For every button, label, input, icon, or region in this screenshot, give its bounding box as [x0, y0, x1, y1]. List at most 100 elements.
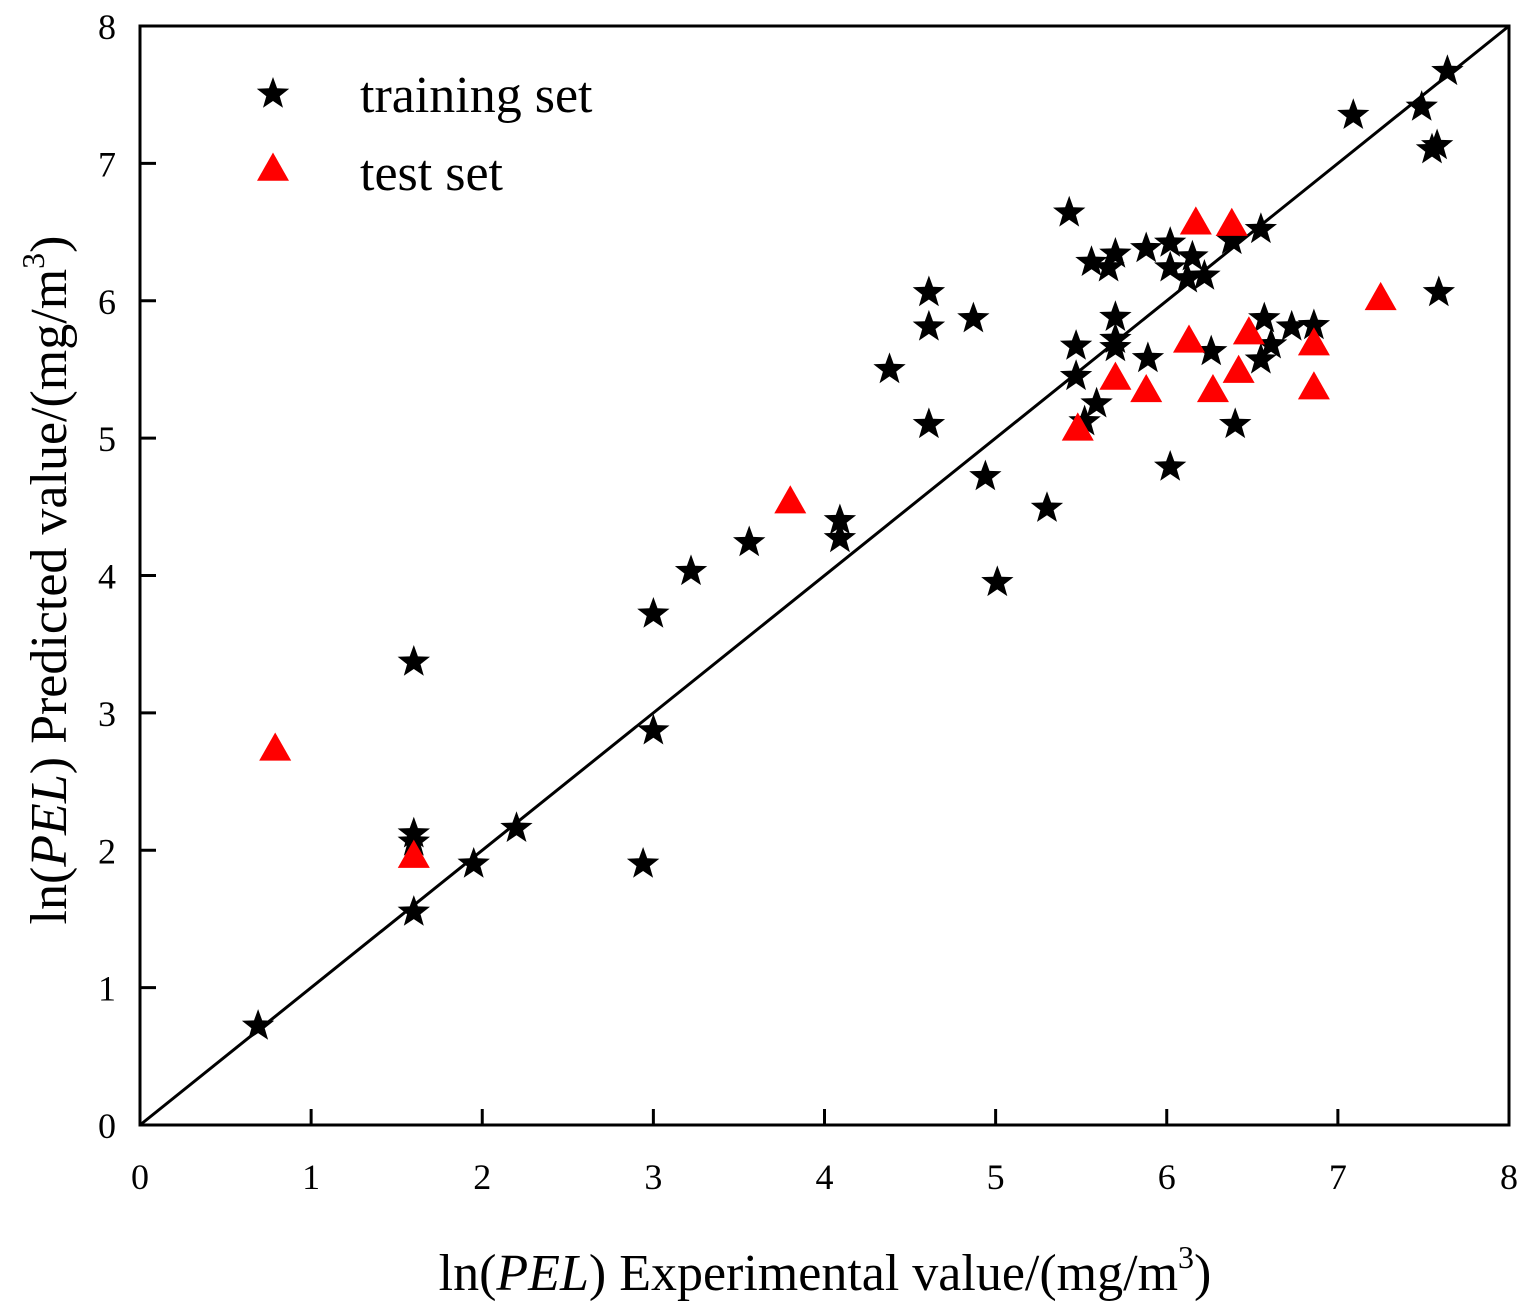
x-tick-label: 7 — [1329, 1157, 1347, 1197]
reference-line — [139, 24, 1510, 1127]
training-point — [912, 407, 946, 439]
legend: training set test set — [256, 67, 593, 202]
training-point — [457, 847, 490, 878]
training-point — [969, 459, 1002, 491]
x-tick-label: 6 — [1158, 1157, 1176, 1197]
training-point — [1030, 491, 1064, 522]
training-point — [674, 554, 708, 586]
training-point — [1099, 300, 1132, 331]
training-point — [500, 811, 533, 842]
data-points — [241, 54, 1464, 1040]
y-tick-label: 6 — [98, 282, 116, 322]
training-point — [1059, 329, 1093, 360]
y-tick-label: 7 — [98, 144, 116, 184]
training-point — [1171, 261, 1204, 293]
x-tick-label: 2 — [473, 1157, 491, 1197]
training-point — [1099, 330, 1132, 362]
test-point — [1222, 354, 1255, 383]
training-point — [1195, 334, 1228, 366]
training-point — [873, 352, 906, 384]
training-point — [1154, 250, 1187, 282]
y-axis-title: ln(PEL) Predicted value/(mg/m3) — [15, 236, 78, 925]
training-point — [1053, 195, 1086, 227]
test-point — [1179, 206, 1212, 235]
y-axis-title-suffix: ) Predicted value/(mg/m — [21, 269, 78, 774]
y-tick-label: 8 — [98, 7, 116, 47]
training-point — [1215, 223, 1248, 255]
x-tick-label: 1 — [302, 1157, 320, 1197]
y-tick-label: 2 — [98, 831, 116, 871]
training-point — [1405, 90, 1438, 121]
training-point — [1297, 308, 1331, 340]
training-point — [637, 713, 670, 745]
training-point — [1244, 342, 1277, 374]
training-point — [1130, 231, 1163, 263]
training-point — [1248, 301, 1281, 333]
x-tick-label: 4 — [816, 1157, 834, 1197]
legend-label-training: training set — [360, 67, 593, 124]
x-tick-label: 3 — [644, 1157, 662, 1197]
x-tick-label: 0 — [131, 1157, 149, 1197]
y-axis-title-sup: 3 — [15, 253, 51, 269]
training-point — [1068, 404, 1101, 436]
training-point — [1275, 309, 1308, 341]
y-axis-title-italic: PEL — [21, 774, 78, 867]
test-point — [1297, 371, 1330, 400]
training-point — [1422, 275, 1455, 307]
test-point — [1196, 373, 1229, 403]
test-point — [1061, 412, 1094, 441]
x-tick-label: 8 — [1500, 1157, 1518, 1197]
test-point — [1172, 324, 1205, 353]
training-point — [1176, 239, 1209, 271]
test-point — [1364, 281, 1397, 311]
training-point — [1059, 359, 1093, 391]
x-axis-title-prefix: ln( — [439, 1245, 497, 1302]
training-point — [1154, 226, 1187, 257]
training-point — [637, 597, 670, 628]
test-point — [1099, 361, 1132, 390]
training-point — [1154, 450, 1187, 481]
legend-label-test: test set — [360, 145, 504, 202]
test-point — [1130, 373, 1163, 403]
test-point — [1297, 327, 1330, 356]
training-point — [823, 521, 857, 553]
test-point — [1232, 316, 1265, 345]
x-tick-label: 5 — [987, 1157, 1005, 1197]
training-point — [823, 503, 857, 535]
training-point — [397, 895, 430, 926]
test-point — [774, 485, 807, 514]
y-axis-title-close: ) — [21, 236, 78, 253]
y-tick-label: 3 — [98, 694, 116, 734]
training-point — [1421, 128, 1454, 160]
axis-ticks: 0 1 2 3 4 5 6 7 8 0 1 2 3 4 5 6 7 8 — [98, 7, 1518, 1197]
x-axis-title-italic: PEL — [495, 1245, 588, 1302]
training-point — [1075, 245, 1108, 276]
training-point — [1219, 407, 1252, 439]
training-point — [1255, 327, 1288, 359]
y-tick-label: 4 — [98, 557, 116, 597]
y-tick-label: 5 — [98, 419, 116, 459]
training-point — [957, 301, 990, 333]
y-tick-label: 1 — [98, 969, 116, 1009]
training-point — [1131, 341, 1165, 373]
training-point — [1092, 250, 1125, 282]
training-point — [1080, 386, 1113, 418]
legend-triangle-marker — [257, 152, 289, 181]
training-point — [397, 645, 430, 676]
training-point — [1431, 54, 1464, 86]
x-axis-title: ln(PEL) Experimental value/(mg/m3) — [439, 1239, 1212, 1302]
training-point — [1188, 259, 1221, 290]
x-axis-title-suffix: ) Experimental value/(mg/m — [589, 1245, 1178, 1302]
training-point — [733, 525, 766, 557]
training-point — [1337, 98, 1370, 129]
test-point — [1215, 207, 1248, 236]
training-point — [1244, 212, 1277, 244]
x-axis-title-close: ) — [1194, 1245, 1211, 1302]
training-point — [241, 1009, 275, 1040]
x-axis-title-sup: 3 — [1178, 1239, 1194, 1275]
training-point — [912, 275, 946, 307]
legend-star-marker — [256, 77, 290, 108]
training-point — [912, 309, 946, 341]
training-point — [981, 565, 1014, 597]
